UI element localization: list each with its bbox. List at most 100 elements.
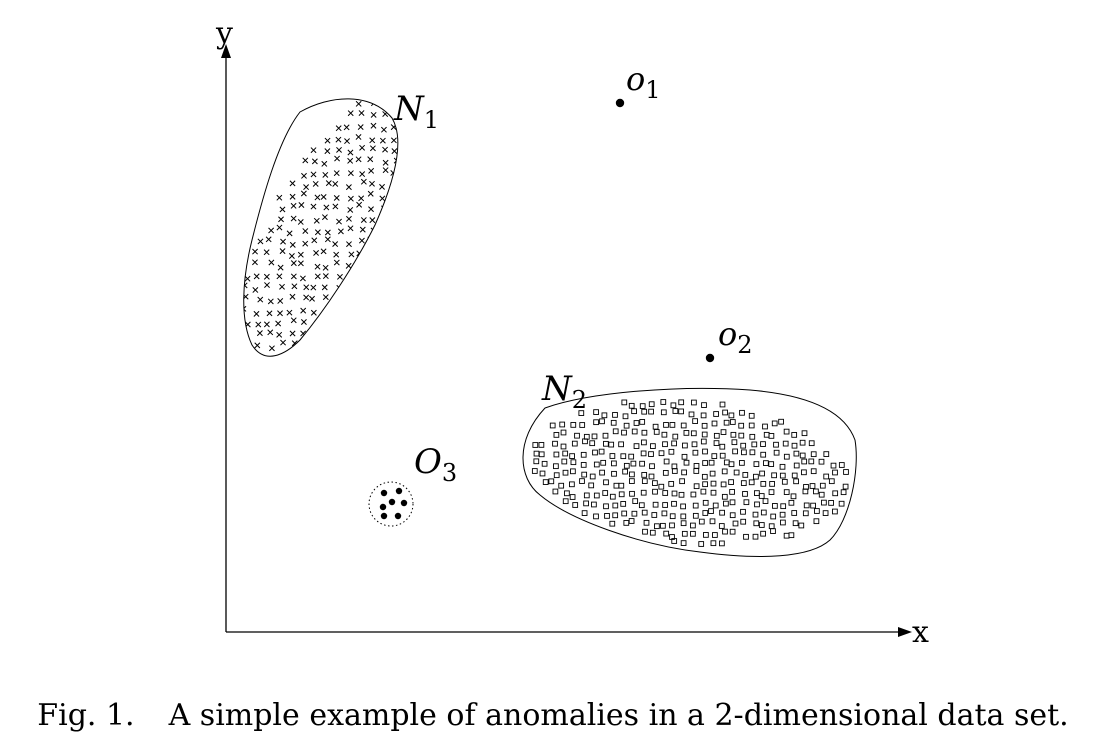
square-marker bbox=[814, 489, 819, 494]
square-marker bbox=[670, 514, 675, 519]
square-marker bbox=[720, 444, 725, 449]
square-marker bbox=[693, 513, 698, 518]
cross-marker bbox=[301, 308, 306, 313]
square-marker bbox=[691, 431, 696, 436]
square-marker bbox=[594, 420, 599, 425]
square-marker bbox=[592, 434, 597, 439]
square-marker bbox=[580, 423, 585, 428]
square-marker bbox=[619, 442, 624, 447]
square-marker bbox=[542, 461, 547, 466]
cross-marker bbox=[268, 330, 273, 335]
cross-marker bbox=[348, 150, 353, 155]
square-marker bbox=[781, 520, 786, 525]
cross-marker bbox=[315, 195, 320, 200]
cross-marker bbox=[348, 111, 353, 116]
square-marker bbox=[694, 469, 699, 474]
square-marker bbox=[681, 514, 686, 519]
square-marker bbox=[649, 452, 654, 457]
cluster-n1-boundary bbox=[244, 99, 398, 356]
cross-marker bbox=[254, 274, 259, 279]
cluster-n1-label-main: N bbox=[393, 89, 425, 129]
square-marker bbox=[789, 500, 794, 505]
square-marker bbox=[741, 443, 746, 448]
square-marker bbox=[820, 483, 825, 488]
square-marker bbox=[673, 434, 678, 439]
square-marker bbox=[701, 489, 706, 494]
cross-marker bbox=[290, 331, 295, 336]
cross-marker bbox=[325, 230, 330, 235]
cross-marker bbox=[269, 346, 274, 351]
square-marker bbox=[772, 421, 777, 426]
cross-marker bbox=[369, 181, 374, 186]
square-marker bbox=[782, 479, 787, 484]
square-marker bbox=[703, 500, 708, 505]
figure-caption: Fig. 1. A simple example of anomalies in … bbox=[0, 698, 1106, 733]
cross-marker bbox=[322, 161, 327, 166]
square-marker bbox=[784, 490, 789, 495]
cross-marker bbox=[314, 218, 319, 223]
square-marker bbox=[702, 474, 707, 479]
square-marker bbox=[755, 502, 760, 507]
square-marker bbox=[622, 430, 627, 435]
square-marker bbox=[784, 429, 789, 434]
square-marker bbox=[611, 420, 616, 425]
cross-marker bbox=[277, 332, 282, 337]
square-marker bbox=[802, 459, 807, 464]
square-marker bbox=[594, 462, 599, 467]
square-marker bbox=[772, 473, 777, 478]
square-marker bbox=[663, 442, 668, 447]
cross-marker bbox=[301, 191, 306, 196]
square-marker bbox=[780, 512, 785, 517]
square-marker bbox=[800, 440, 805, 445]
square-marker bbox=[740, 410, 745, 415]
square-marker bbox=[594, 410, 599, 415]
cross-marker bbox=[333, 204, 338, 209]
square-marker bbox=[570, 495, 575, 500]
square-marker bbox=[672, 501, 677, 506]
square-marker bbox=[553, 441, 558, 446]
cross-marker bbox=[255, 343, 260, 348]
square-marker bbox=[629, 519, 634, 524]
square-marker bbox=[831, 463, 836, 468]
square-marker bbox=[724, 420, 729, 425]
square-marker bbox=[651, 444, 656, 449]
cluster-n2-label-main: N bbox=[541, 369, 573, 409]
square-marker bbox=[653, 481, 658, 486]
square-marker bbox=[612, 461, 617, 466]
square-marker bbox=[682, 531, 687, 536]
cross-marker bbox=[277, 274, 282, 279]
square-marker bbox=[720, 541, 725, 546]
square-marker bbox=[592, 502, 597, 507]
square-marker bbox=[539, 452, 544, 457]
square-marker bbox=[571, 469, 576, 474]
square-marker bbox=[632, 511, 637, 516]
square-marker bbox=[681, 541, 686, 546]
cross-marker bbox=[278, 217, 283, 222]
square-marker bbox=[711, 490, 716, 495]
cross-marker bbox=[303, 228, 308, 233]
square-marker bbox=[622, 400, 627, 405]
square-marker bbox=[781, 504, 786, 509]
square-marker bbox=[684, 431, 689, 436]
anomaly-o3-point bbox=[395, 513, 401, 519]
square-marker bbox=[750, 434, 755, 439]
square-marker bbox=[699, 542, 704, 547]
cross-marker bbox=[280, 239, 285, 244]
cluster-n1-label: N1 bbox=[393, 89, 439, 134]
cross-marker bbox=[323, 172, 328, 177]
cross-marker bbox=[303, 241, 308, 246]
square-marker bbox=[601, 460, 606, 465]
square-marker bbox=[602, 413, 607, 418]
square-marker bbox=[624, 521, 629, 526]
cross-marker bbox=[371, 112, 376, 117]
cross-marker bbox=[360, 172, 365, 177]
square-marker bbox=[694, 464, 699, 469]
cross-marker bbox=[338, 229, 343, 234]
cross-marker bbox=[321, 194, 326, 199]
square-marker bbox=[761, 482, 766, 487]
cross-marker bbox=[383, 160, 388, 165]
cross-marker bbox=[313, 250, 318, 255]
cross-marker bbox=[336, 147, 341, 152]
square-marker bbox=[571, 423, 576, 428]
square-marker bbox=[672, 491, 677, 496]
